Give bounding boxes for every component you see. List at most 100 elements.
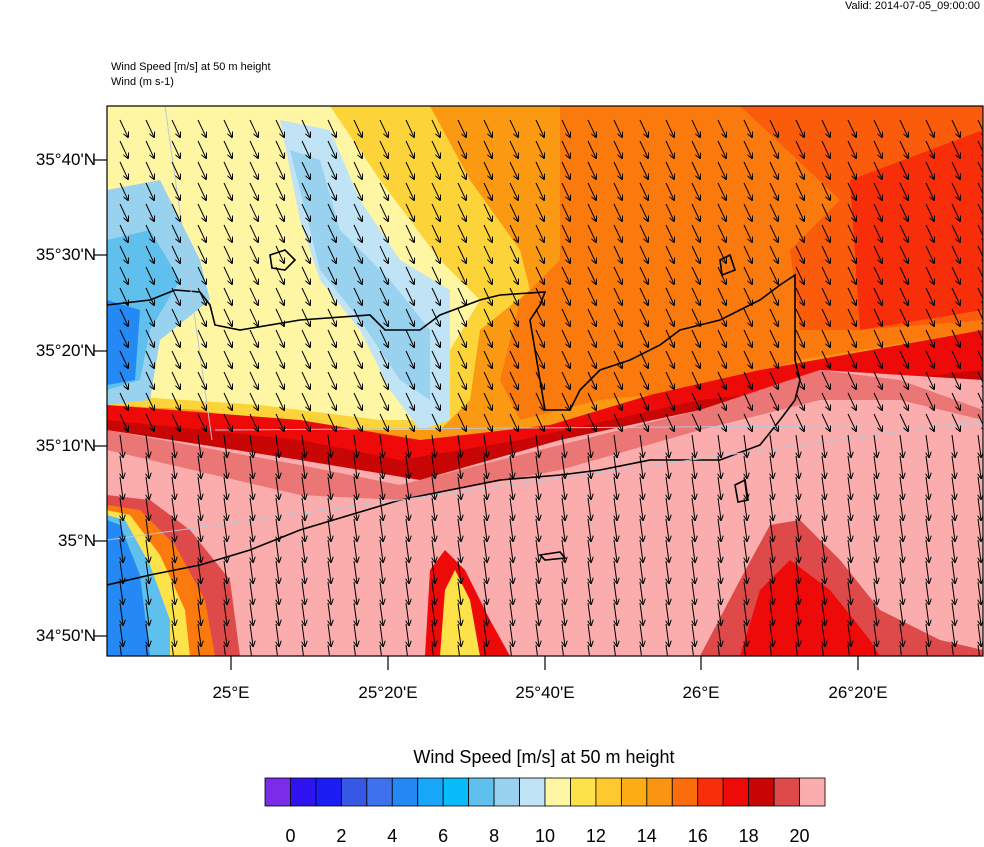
wind-arrow: [119, 266, 128, 284]
wind-arrow: [458, 560, 461, 583]
wind-arrow: [691, 644, 695, 656]
wind-arrow: [224, 434, 227, 457]
wind-arrow: [276, 581, 279, 604]
colorbar-swatch: [773, 777, 800, 807]
wind-arrow: [249, 119, 258, 137]
wind-arrow: [717, 119, 726, 137]
wind-arrow: [562, 539, 565, 562]
wind-arrow: [769, 119, 778, 137]
wind-arrow: [587, 182, 596, 200]
wind-arrow: [899, 413, 908, 431]
colorbar: [264, 777, 826, 807]
wind-arrow: [925, 266, 934, 284]
wind-arrow: [145, 644, 149, 656]
wind-arrow: [821, 329, 830, 347]
wind-arrow: [353, 644, 357, 656]
wind-arrow: [119, 392, 128, 410]
wind-arrow: [249, 266, 258, 284]
wind-arrow: [510, 602, 513, 625]
wind-arrow: [275, 644, 279, 656]
wind-arrow: [405, 119, 414, 137]
wind-arrow: [353, 308, 362, 326]
wind-arrow: [847, 308, 856, 326]
wind-arrow: [119, 413, 128, 431]
wind-arrow: [562, 581, 565, 604]
wind-arrow: [535, 308, 544, 326]
wind-arrow: [484, 476, 487, 499]
wind-arrow: [925, 413, 934, 431]
wind-arrow: [796, 518, 799, 541]
wind-arrow: [873, 224, 882, 242]
wind-arrow: [457, 140, 466, 158]
colorbar-swatch: [519, 777, 546, 807]
wind-arrow: [250, 560, 253, 583]
wind-arrow: [379, 224, 388, 242]
wind-arrow: [926, 497, 929, 520]
wind-arrow: [120, 476, 123, 499]
wind-arrow: [509, 224, 518, 242]
wind-arrow: [899, 350, 908, 368]
wind-arrow: [302, 476, 305, 499]
wind-arrow: [743, 287, 752, 305]
wind-arrow: [484, 539, 487, 562]
wind-arrow: [483, 371, 492, 389]
wind-arrow: [119, 203, 128, 221]
wind-arrow: [354, 560, 357, 583]
wind-arrow: [276, 497, 279, 520]
wind-arrow: [614, 602, 617, 625]
wind-arrow: [146, 602, 149, 625]
wind-arrow: [977, 413, 983, 431]
wind-arrow: [145, 245, 154, 263]
wind-arrow: [197, 371, 206, 389]
wind-arrow: [717, 644, 721, 656]
wind-arrow: [951, 308, 960, 326]
wind-arrow: [536, 497, 539, 520]
wind-arrow: [899, 308, 908, 326]
wind-arrow: [301, 329, 310, 347]
wind-arrow: [509, 287, 518, 305]
wind-arrow: [328, 497, 331, 520]
wind-arrow: [717, 371, 726, 389]
wind-arrow: [613, 308, 622, 326]
wind-arrow: [379, 644, 383, 656]
wind-arrow: [769, 308, 778, 326]
wind-arrow: [119, 119, 128, 137]
wind-arrow: [509, 644, 513, 656]
wind-arrow: [483, 119, 492, 137]
wind-arrow: [587, 161, 596, 179]
wind-arrow: [223, 140, 232, 158]
wind-arrow: [301, 644, 305, 656]
wind-arrow: [561, 329, 570, 347]
wind-arrow: [718, 623, 721, 646]
wind-arrow: [769, 350, 778, 368]
wind-arrow: [535, 644, 539, 656]
wind-arrow: [926, 623, 929, 646]
wind-arrow: [353, 203, 362, 221]
wind-arrow: [900, 623, 903, 646]
wind-arrow: [432, 476, 435, 499]
wind-arrow: [353, 161, 362, 179]
wind-arrow: [327, 350, 336, 368]
wind-arrow: [275, 245, 284, 263]
wind-arrow: [328, 518, 331, 541]
wind-arrow: [665, 392, 674, 410]
wind-arrow: [120, 434, 123, 457]
wind-arrow: [458, 455, 461, 478]
wind-arrow: [640, 602, 643, 625]
wind-arrow: [692, 539, 695, 562]
wind-arrow: [379, 245, 388, 263]
wind-arrow: [744, 434, 747, 457]
wind-arrow: [743, 119, 752, 137]
wind-arrow: [197, 119, 206, 137]
wind-arrow: [978, 518, 981, 541]
wind-arrow: [302, 539, 305, 562]
wind-arrow: [223, 266, 232, 284]
wind-arrow: [457, 266, 466, 284]
wind-arrow: [224, 623, 227, 646]
wind-arrow: [353, 119, 362, 137]
colorbar-swatch: [493, 777, 520, 807]
wind-arrow: [354, 434, 357, 457]
wind-arrow: [718, 602, 721, 625]
wind-arrow: [380, 497, 383, 520]
wind-arrow: [925, 245, 934, 263]
